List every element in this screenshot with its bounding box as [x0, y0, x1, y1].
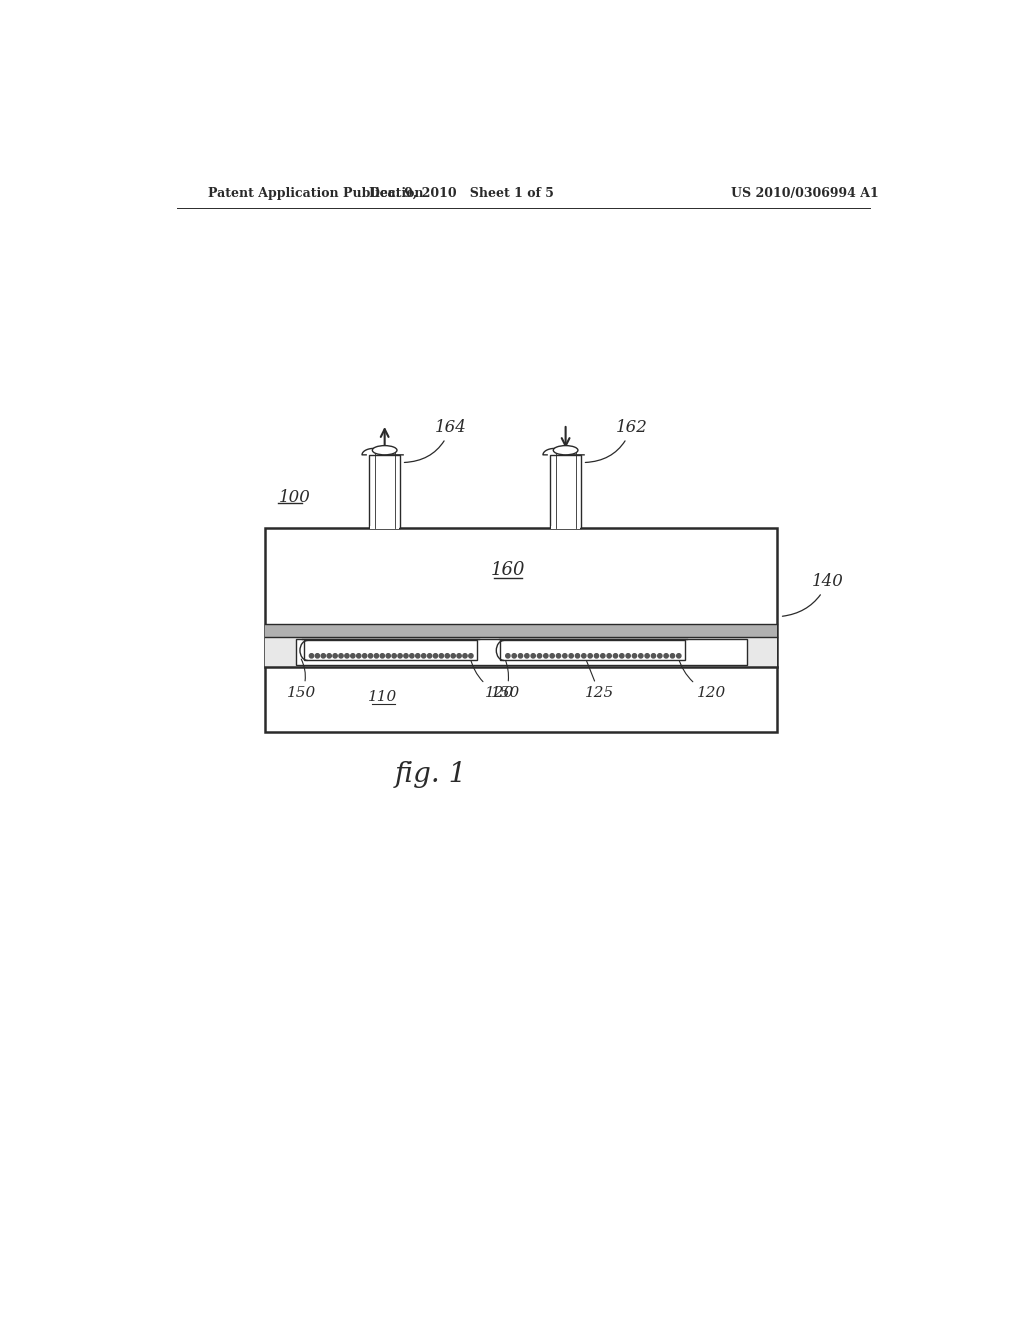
- Circle shape: [524, 653, 529, 657]
- Circle shape: [345, 653, 349, 657]
- Circle shape: [645, 653, 649, 657]
- Circle shape: [327, 653, 332, 657]
- Text: fig. 1: fig. 1: [394, 760, 467, 788]
- Circle shape: [322, 653, 326, 657]
- Bar: [500, 640, 685, 660]
- Circle shape: [671, 653, 675, 657]
- Ellipse shape: [553, 446, 578, 455]
- Circle shape: [626, 653, 631, 657]
- Circle shape: [309, 653, 313, 657]
- Circle shape: [639, 653, 643, 657]
- Text: Patent Application Publication: Patent Application Publication: [208, 186, 423, 199]
- Text: 164: 164: [404, 418, 467, 462]
- Text: 120: 120: [470, 657, 514, 701]
- Circle shape: [356, 653, 360, 657]
- Circle shape: [386, 653, 390, 657]
- Circle shape: [416, 653, 420, 657]
- Circle shape: [556, 653, 561, 657]
- Circle shape: [531, 653, 536, 657]
- Circle shape: [398, 653, 402, 657]
- Circle shape: [613, 653, 617, 657]
- Text: 125: 125: [585, 659, 614, 701]
- Circle shape: [569, 653, 573, 657]
- Circle shape: [339, 653, 343, 657]
- Circle shape: [562, 653, 567, 657]
- Circle shape: [651, 653, 655, 657]
- Bar: [265, 528, 777, 733]
- Circle shape: [315, 653, 319, 657]
- Text: 160: 160: [490, 561, 525, 579]
- Circle shape: [469, 653, 473, 657]
- Circle shape: [445, 653, 450, 657]
- Text: 150: 150: [287, 659, 316, 701]
- Bar: [265, 638, 777, 667]
- Circle shape: [620, 653, 624, 657]
- Circle shape: [512, 653, 516, 657]
- Circle shape: [544, 653, 548, 657]
- Circle shape: [362, 653, 367, 657]
- Circle shape: [506, 653, 510, 657]
- Bar: [370, 455, 400, 528]
- Circle shape: [392, 653, 396, 657]
- Circle shape: [369, 653, 373, 657]
- Circle shape: [518, 653, 522, 657]
- Circle shape: [333, 653, 337, 657]
- Circle shape: [439, 653, 443, 657]
- Bar: [296, 639, 746, 665]
- Circle shape: [607, 653, 611, 657]
- Bar: [265, 624, 777, 638]
- Text: 140: 140: [782, 573, 844, 616]
- Circle shape: [451, 653, 456, 657]
- Circle shape: [550, 653, 554, 657]
- Circle shape: [433, 653, 437, 657]
- Text: 120: 120: [678, 657, 726, 701]
- Bar: [370, 525, 399, 529]
- Circle shape: [657, 653, 662, 657]
- Text: Dec. 9, 2010   Sheet 1 of 5: Dec. 9, 2010 Sheet 1 of 5: [370, 186, 554, 199]
- Circle shape: [677, 653, 681, 657]
- Circle shape: [457, 653, 461, 657]
- Circle shape: [575, 653, 580, 657]
- Bar: [551, 525, 581, 529]
- Circle shape: [410, 653, 414, 657]
- Circle shape: [633, 653, 637, 657]
- Circle shape: [538, 653, 542, 657]
- Ellipse shape: [373, 446, 397, 455]
- Text: 150: 150: [490, 659, 520, 701]
- Bar: [550, 455, 581, 528]
- Circle shape: [380, 653, 384, 657]
- Text: 162: 162: [586, 418, 647, 462]
- Text: US 2010/0306994 A1: US 2010/0306994 A1: [731, 186, 879, 199]
- Circle shape: [463, 653, 467, 657]
- Circle shape: [664, 653, 669, 657]
- Circle shape: [594, 653, 599, 657]
- Text: 100: 100: [280, 488, 311, 506]
- Circle shape: [601, 653, 605, 657]
- Circle shape: [375, 653, 379, 657]
- Circle shape: [582, 653, 586, 657]
- Circle shape: [588, 653, 592, 657]
- Bar: [304, 640, 477, 660]
- Circle shape: [403, 653, 409, 657]
- Circle shape: [422, 653, 426, 657]
- Circle shape: [427, 653, 432, 657]
- Circle shape: [350, 653, 355, 657]
- Text: 110: 110: [368, 690, 397, 705]
